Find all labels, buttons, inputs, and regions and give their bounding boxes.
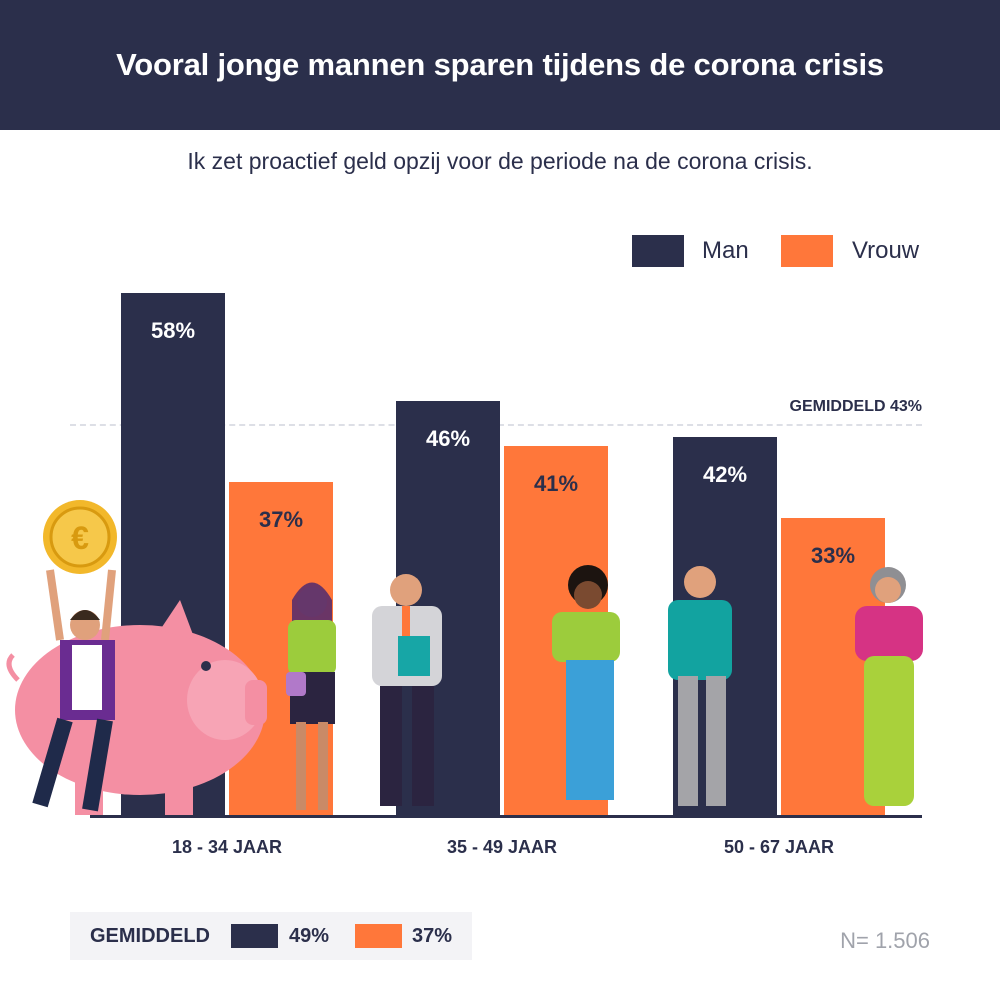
legend-label-vrouw: Vrouw — [852, 237, 920, 264]
bar-label-vrouw-18-34-jaar: 37% — [259, 507, 303, 532]
bar-label-vrouw-50-67-jaar: 33% — [811, 543, 855, 568]
bar-label-vrouw-35-49-jaar: 41% — [534, 471, 578, 496]
page-title: Vooral jonge mannen sparen tijdens de co… — [116, 47, 884, 82]
average-swatch-vrouw — [355, 924, 402, 948]
legend-swatch-man — [632, 235, 684, 267]
category-label-35-49-jaar: 35 - 49 JAAR — [447, 837, 557, 857]
sample-size-label: N= 1.506 — [840, 928, 930, 953]
bar-label-man-18-34-jaar: 58% — [151, 318, 195, 343]
average-value-vrouw: 37% — [412, 925, 453, 947]
bar-vrouw-35-49-jaar — [504, 446, 608, 815]
header-banner: Vooral jonge mannen sparen tijdens de co… — [0, 0, 1000, 130]
average-summary-title: GEMIDDELD — [90, 925, 210, 947]
category-label-18-34-jaar: 18 - 34 JAAR — [172, 837, 282, 857]
chart-subtitle: Ik zet proactief geld opzij voor de peri… — [187, 148, 813, 174]
bar-man-35-49-jaar — [396, 401, 500, 815]
legend-label-man: Man — [702, 237, 749, 264]
average-label: GEMIDDELD 43% — [789, 398, 922, 415]
average-value-man: 49% — [289, 925, 330, 947]
bar-man-50-67-jaar — [673, 437, 777, 815]
average-swatch-man — [231, 924, 278, 948]
bar-label-man-35-49-jaar: 46% — [426, 426, 470, 451]
chart-baseline — [90, 815, 922, 818]
legend-swatch-vrouw — [781, 235, 833, 267]
bar-label-man-50-67-jaar: 42% — [703, 462, 747, 487]
bar-man-18-34-jaar — [121, 293, 225, 815]
category-label-50-67-jaar: 50 - 67 JAAR — [724, 837, 834, 857]
average-summary: GEMIDDELD 49% 37% — [70, 912, 472, 960]
